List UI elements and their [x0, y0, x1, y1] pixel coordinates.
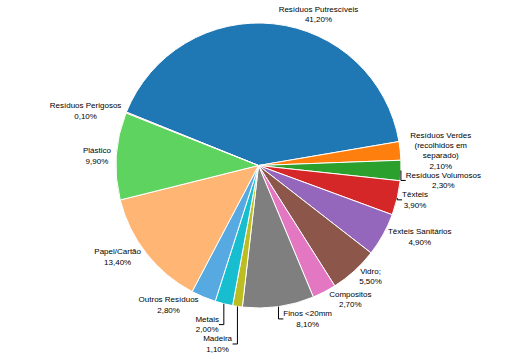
- svg-text:Resíduos Putrescíveis41,20%: Resíduos Putrescíveis41,20%: [279, 5, 359, 24]
- svg-text:Resíduos Verdes(recolhidos ems: Resíduos Verdes(recolhidos emseparado)2,…: [410, 131, 471, 171]
- svg-text:Resíduos Perigosos0,10%: Resíduos Perigosos0,10%: [50, 101, 122, 120]
- svg-text:Têxteis3,90%: Têxteis3,90%: [402, 190, 428, 209]
- svg-text:Madeira1,10%: Madeira1,10%: [203, 334, 232, 353]
- svg-text:Plástico9,90%: Plástico9,90%: [83, 146, 112, 165]
- svg-text:Vidro;5,50%: Vidro;5,50%: [359, 267, 382, 286]
- svg-text:Outros Resíduos2,80%: Outros Resíduos2,80%: [139, 295, 199, 314]
- svg-text:Papel/Cartão13,40%: Papel/Cartão13,40%: [94, 247, 141, 266]
- svg-text:Resíduos Volumosos2,30%: Resíduos Volumosos2,30%: [406, 171, 481, 190]
- svg-text:Têxteis Sanitários4,90%: Têxteis Sanitários4,90%: [388, 227, 452, 246]
- svg-text:Finos <20mm8,10%: Finos <20mm8,10%: [283, 309, 332, 328]
- svg-text:Compositos2,70%: Compositos2,70%: [329, 290, 371, 309]
- svg-text:Metais2,00%: Metais2,00%: [195, 315, 219, 334]
